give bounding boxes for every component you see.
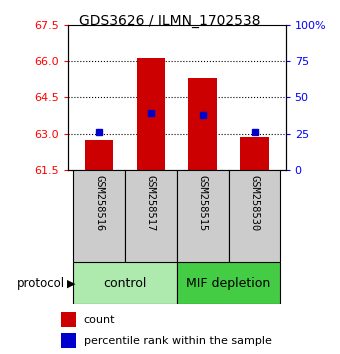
Text: GDS3626 / ILMN_1702538: GDS3626 / ILMN_1702538 (79, 14, 261, 28)
Text: GSM258517: GSM258517 (146, 175, 156, 231)
Text: protocol: protocol (16, 277, 65, 290)
Text: ▶: ▶ (67, 278, 76, 288)
Text: MIF depletion: MIF depletion (186, 277, 271, 290)
Text: GSM258515: GSM258515 (198, 175, 208, 231)
Bar (177, 170, 228, 262)
Bar (73, 170, 125, 262)
Bar (61, 312, 76, 327)
Text: count: count (84, 315, 115, 325)
Text: GSM258516: GSM258516 (94, 175, 104, 231)
Text: GSM258530: GSM258530 (250, 175, 259, 231)
Bar (137, 58, 165, 170)
Bar (85, 141, 113, 170)
Bar (177, 262, 280, 304)
Bar (228, 170, 280, 262)
Text: control: control (103, 277, 147, 290)
Bar (125, 170, 177, 262)
Bar (73, 262, 177, 304)
Bar (240, 137, 269, 170)
Bar (188, 79, 217, 170)
Bar (61, 333, 76, 348)
Text: percentile rank within the sample: percentile rank within the sample (84, 336, 272, 346)
